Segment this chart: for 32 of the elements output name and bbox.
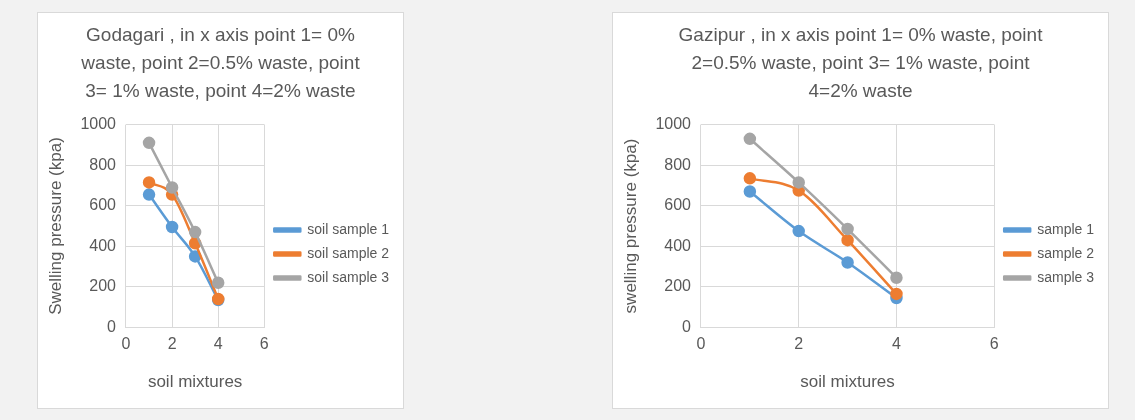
x-axis-title: soil mixtures (147, 372, 243, 392)
x-tick-label: 0 (696, 335, 706, 353)
chart-title: Godagari , in x axis point 1= 0% waste, point 2=0.5% waste, point 3= 1% waste, point 4=2% waste (80, 23, 361, 103)
y-tick-label: 200 (89, 277, 117, 295)
x-tick-label: 6 (989, 335, 999, 353)
y-tick-label: 1000 (655, 115, 692, 133)
x-tick-label: 4 (892, 335, 902, 353)
legend-label: soil sample 1 (307, 220, 390, 237)
y-axis-title: Swelling pressure (kpa) (45, 137, 65, 315)
y-tick-label: 400 (664, 236, 692, 254)
y-tick-label: 600 (664, 196, 692, 214)
y-tick-label: 600 (89, 196, 117, 214)
legend-label: soil sample 3 (307, 268, 390, 285)
y-axis-title: swelling pressure (kpa) (620, 138, 640, 314)
y-tick-label: 400 (89, 236, 117, 254)
x-axis-title: soil mixtures (800, 372, 895, 392)
x-tick-label: 2 (167, 335, 177, 353)
x-tick-label: 4 (213, 335, 223, 353)
y-tick-label: 200 (664, 277, 692, 295)
legend-label: sample 3 (1037, 268, 1095, 285)
x-tick-label: 0 (121, 335, 131, 353)
y-tick-label: 1000 (80, 115, 117, 133)
legend-label: soil sample 2 (307, 244, 390, 261)
x-tick-label: 6 (259, 335, 269, 353)
y-tick-label: 800 (89, 155, 117, 173)
legend-label: sample 2 (1037, 244, 1095, 261)
legend-label: sample 1 (1037, 220, 1095, 237)
y-tick-label: 800 (664, 155, 692, 173)
x-tick-label: 2 (794, 335, 804, 353)
y-tick-label: 0 (682, 317, 692, 335)
y-tick-label: 0 (107, 317, 117, 335)
chart-title: Gazipur , in x axis point 1= 0% waste, point 2=0.5% waste, point 3= 1% waste, point 4=2% waste (677, 23, 1044, 103)
